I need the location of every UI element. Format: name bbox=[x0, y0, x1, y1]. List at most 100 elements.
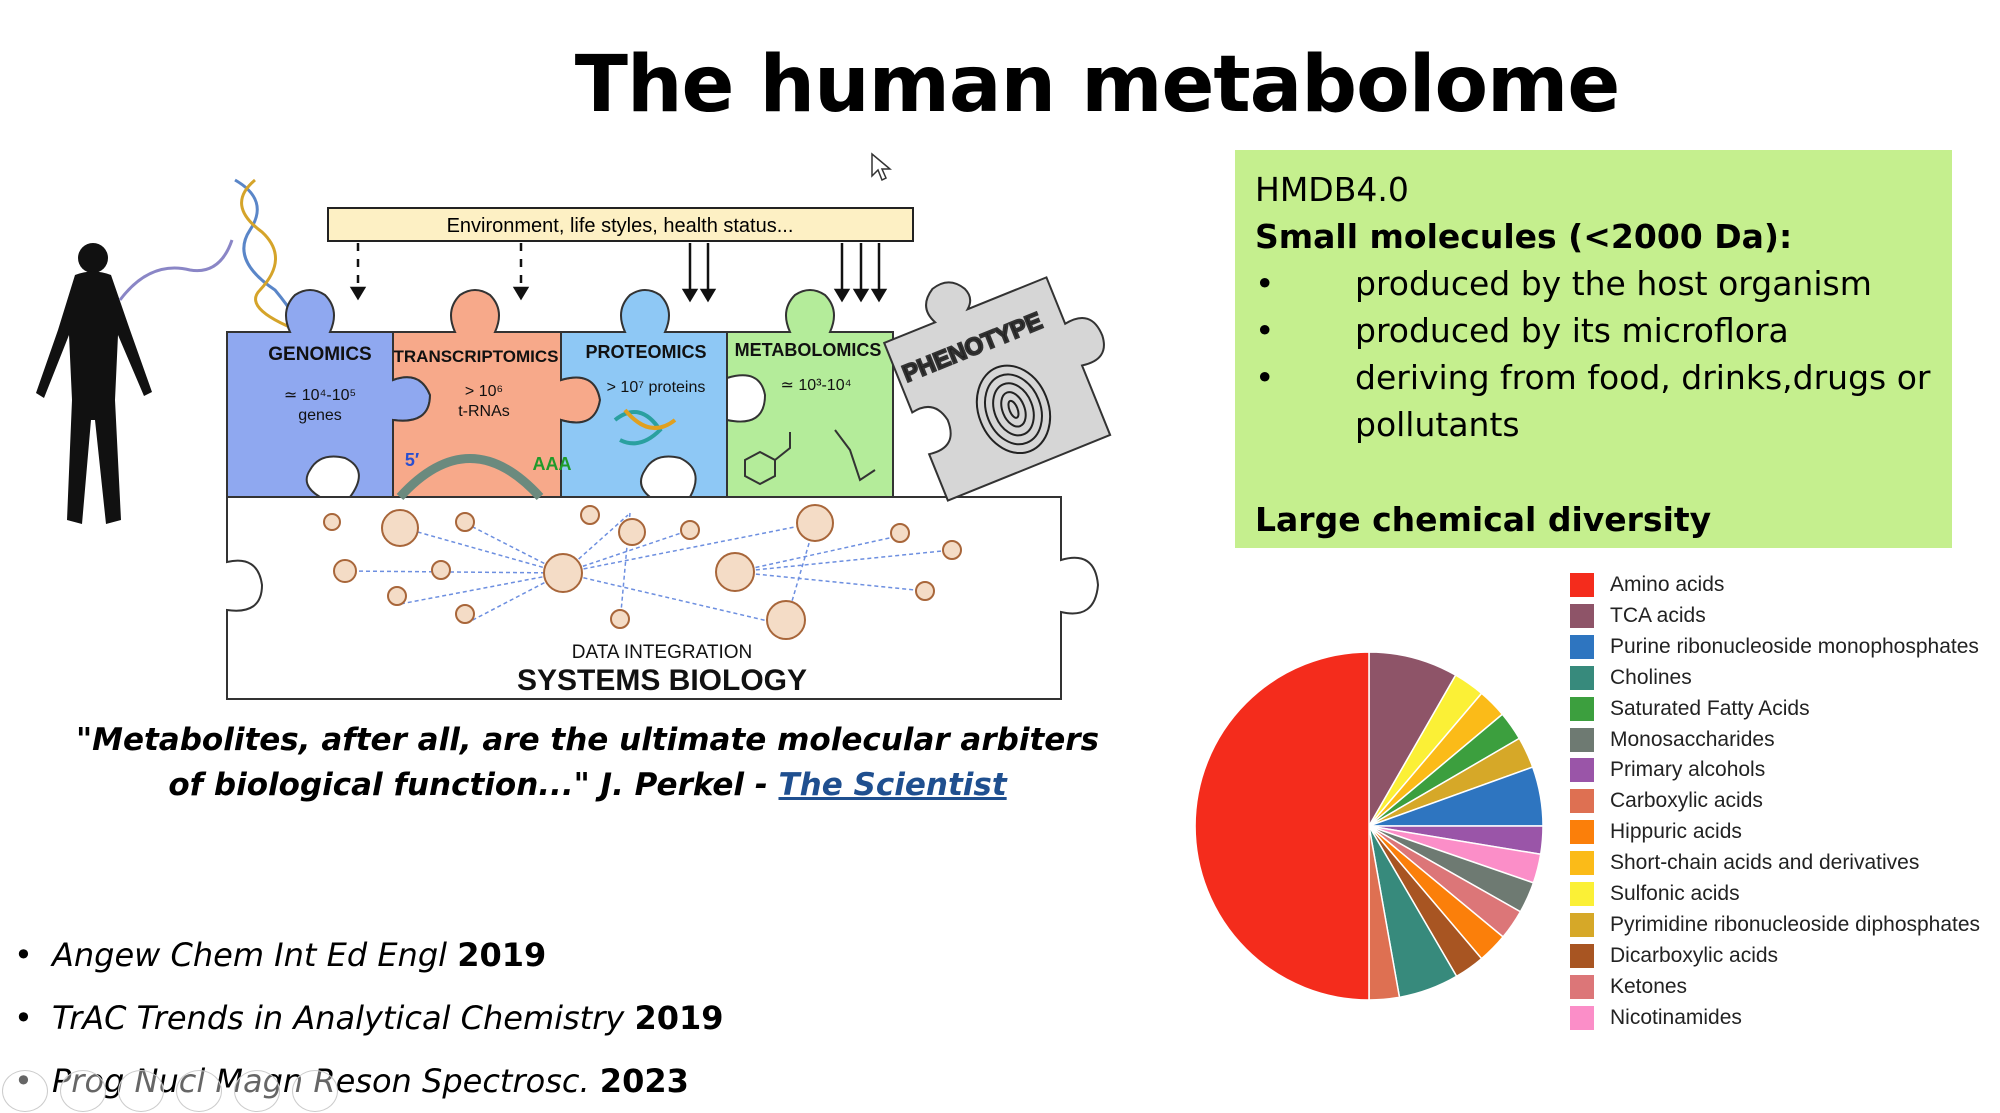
legend-swatch bbox=[1570, 1005, 1594, 1030]
fingerprint-icon bbox=[975, 364, 1052, 455]
legend-swatch bbox=[1570, 758, 1594, 783]
legend-label: Sulfonic acids bbox=[1610, 882, 1740, 905]
legend-swatch bbox=[1570, 974, 1594, 999]
legend-label: Dicarboxylic acids bbox=[1610, 943, 1779, 967]
protein-structure-icon bbox=[613, 408, 677, 446]
legend-swatch bbox=[1570, 727, 1594, 752]
legend-label: Cholines bbox=[1610, 665, 1692, 689]
legend-label: Saturated Fatty Acids bbox=[1610, 696, 1810, 720]
reference-journal: Angew Chem Int Ed Engl bbox=[52, 936, 448, 974]
systems-biology-label: SYSTEMS BIOLOGY bbox=[517, 664, 807, 697]
proteomics-count: > 10⁷ proteins bbox=[607, 379, 706, 396]
metabolomics-count: ≃ 10³-10⁴ bbox=[781, 377, 852, 394]
pie-slice-tca-acids bbox=[1368, 651, 1457, 829]
legend-label: Monosaccharides bbox=[1610, 727, 1775, 751]
legend-item: TCA acids bbox=[1570, 601, 1706, 631]
transcriptomics-count: > 10⁶ bbox=[465, 383, 503, 400]
legend-item: Monosaccharides bbox=[1570, 725, 1775, 755]
legend-item: Short-chain acids and derivatives bbox=[1570, 848, 1919, 878]
legend-swatch bbox=[1570, 789, 1594, 814]
network-graph bbox=[344, 512, 953, 626]
pen-tool-button[interactable] bbox=[118, 1070, 164, 1112]
genomics-count: ≃ 10⁴-10⁵ bbox=[284, 387, 356, 404]
reference-year: 2023 bbox=[599, 1062, 689, 1100]
network-nodes bbox=[323, 504, 962, 640]
legend-label: Ketones bbox=[1610, 974, 1688, 998]
pie-slice-amino-acids bbox=[1194, 651, 1370, 1001]
legend-swatch bbox=[1570, 820, 1594, 845]
poly-a-label: AAA bbox=[533, 454, 572, 474]
proteomics-title: PROTEOMICS bbox=[585, 342, 706, 362]
reference-journal: TrAC Trends in Analytical Chemistry bbox=[52, 999, 625, 1037]
puzzle-piece-phenotype: PHENOTYPE bbox=[882, 276, 1112, 502]
hmdb-info-box: HMDB4.0 Small molecules (<2000 Da): prod… bbox=[1235, 150, 1952, 548]
genomics-title: GENOMICS bbox=[268, 344, 371, 365]
systems-biology-diagram: Environment, life styles, health status.… bbox=[36, 178, 1112, 700]
legend-item: Amino acids bbox=[1570, 570, 1724, 600]
environment-label: Environment, life styles, health status.… bbox=[447, 215, 794, 237]
reference-item: • TrAC Trends in Analytical Chemistry 201… bbox=[14, 999, 724, 1037]
hmdb-heading: HMDB4.0 bbox=[1255, 170, 1409, 209]
legend-item: Carboxylic acids bbox=[1570, 786, 1763, 816]
puzzle-piece-bottom bbox=[226, 496, 1100, 700]
transcriptomics-title: TRANSCRIPTOMICS bbox=[394, 347, 559, 366]
slideshow-controls bbox=[0, 1070, 380, 1113]
more-options-button[interactable] bbox=[292, 1070, 338, 1112]
human-silhouette-icon bbox=[36, 243, 152, 524]
legend-item: Hippuric acids bbox=[1570, 817, 1742, 847]
legend-label: Amino acids bbox=[1610, 573, 1725, 596]
legend-label: Primary alcohols bbox=[1610, 758, 1766, 782]
hmdb-bullet: deriving from food, drinks,drugs or poll… bbox=[1255, 354, 1932, 448]
quote: "Metabolites, after all, are the ultimat… bbox=[60, 718, 1115, 808]
legend-swatch bbox=[1570, 851, 1594, 876]
legend-label: TCA acids bbox=[1610, 603, 1706, 627]
next-slide-button[interactable] bbox=[60, 1070, 106, 1112]
legend-swatch bbox=[1570, 912, 1594, 937]
legend-label: Nicotinamides bbox=[1610, 1005, 1742, 1029]
legend-swatch bbox=[1570, 882, 1594, 906]
legend-item: Nicotinamides bbox=[1570, 1003, 1742, 1033]
metabolite-class-pie-chart bbox=[1194, 651, 1544, 1001]
legend-swatch bbox=[1570, 603, 1594, 628]
legend-label: Purine ribonucleoside monophosphates bbox=[1610, 634, 1979, 658]
influence-arrows bbox=[349, 243, 888, 303]
legend-label: Carboxylic acids bbox=[1610, 789, 1763, 813]
reference-year: 2019 bbox=[457, 936, 547, 974]
legend-swatch bbox=[1570, 573, 1594, 597]
legend-label: Pyrimidine ribonucleoside diphosphates bbox=[1610, 912, 1981, 936]
legend-item: Cholines bbox=[1570, 663, 1692, 693]
metabolomics-title: METABOLOMICS bbox=[735, 340, 882, 360]
zoom-button[interactable] bbox=[234, 1070, 280, 1112]
data-integration-label: DATA INTEGRATION bbox=[572, 642, 753, 663]
legend-swatch bbox=[1570, 696, 1594, 721]
previous-slide-button[interactable] bbox=[2, 1070, 48, 1112]
legend-swatch bbox=[1570, 634, 1594, 659]
hmdb-bullet: produced by its microflora bbox=[1255, 307, 1932, 354]
legend-label: Short-chain acids and derivatives bbox=[1610, 851, 1920, 875]
the-scientist-link[interactable]: The Scientist bbox=[778, 767, 1007, 803]
slide-title: The human metabolome bbox=[574, 40, 1620, 130]
puzzle-piece-metabolomics bbox=[726, 289, 894, 498]
hmdb-bullet-list: produced by the host organism produced b… bbox=[1255, 260, 1932, 448]
legend-item: Sulfonic acids bbox=[1570, 879, 1740, 909]
hmdb-subheading: Small molecules (<2000 Da): bbox=[1255, 217, 1793, 256]
five-prime-label: 5′ bbox=[405, 450, 419, 470]
legend-item: Saturated Fatty Acids bbox=[1570, 694, 1810, 724]
reference-year: 2019 bbox=[634, 999, 724, 1037]
dna-helix-icon bbox=[118, 178, 311, 341]
legend-item: Dicarboxylic acids bbox=[1570, 941, 1778, 971]
environment-box bbox=[327, 207, 914, 242]
hmdb-footer: Large chemical diversity bbox=[1255, 500, 1712, 539]
reference-item: • Angew Chem Int Ed Engl 2019 bbox=[14, 936, 547, 974]
rna-strand-icon bbox=[396, 454, 544, 501]
slide-overview-button[interactable] bbox=[176, 1070, 222, 1112]
legend-item: Primary alcohols bbox=[1570, 755, 1765, 785]
molecule-structure-icon bbox=[744, 429, 876, 486]
hmdb-bullet: produced by the host organism bbox=[1255, 260, 1932, 307]
legend-swatch bbox=[1570, 943, 1594, 968]
quote-text: "Metabolites, after all, are the ultimat… bbox=[75, 722, 1100, 803]
genomics-unit: genes bbox=[298, 407, 342, 424]
legend-item: Ketones bbox=[1570, 972, 1687, 1002]
legend-item: Purine ribonucleoside monophosphates bbox=[1570, 632, 1979, 662]
puzzle-piece-proteomics bbox=[560, 289, 728, 498]
